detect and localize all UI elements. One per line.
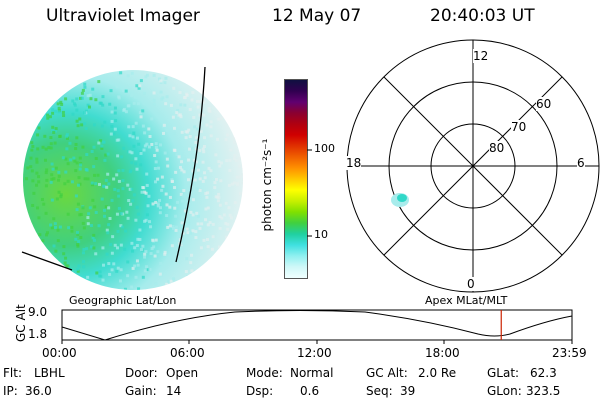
ytick-1-8: 1.8 (28, 327, 48, 341)
time-label: 20:40:03 UT (430, 6, 535, 26)
mlt-label-12: 12 (473, 49, 489, 63)
door-value: Open (166, 366, 199, 380)
glon-value: 323.5 (526, 384, 561, 398)
geo-title: Geographic Lat/Lon (69, 294, 177, 307)
mode-label: Mode: (246, 366, 283, 380)
date-label: 12 May 07 (272, 6, 362, 26)
gcalt-value: 2.0 Re (418, 366, 457, 380)
alt-ylabel: GC Alt (14, 304, 28, 342)
dsp-label: Dsp: (246, 384, 274, 398)
glon-label: GLon: (487, 384, 522, 398)
altitude-curve (61, 310, 573, 341)
mode-value: Normal (290, 366, 334, 380)
terminator-line (175, 66, 206, 263)
colorbar-unit-label: photon cm⁻²s⁻¹ (260, 138, 274, 232)
limb-line (21, 251, 73, 271)
seq-label: Seq: (366, 384, 393, 398)
flt-label: Flt: (3, 366, 22, 380)
ip-value: 36.0 (25, 384, 52, 398)
mlt-label-0: 0 (467, 277, 475, 291)
instrument-title: Ultraviolet Imager (46, 6, 200, 26)
gcalt-label: GC Alt: (366, 366, 408, 380)
xtick-1800: 18:00 (425, 346, 460, 360)
flt-value: LBHL (34, 366, 65, 380)
colorbar-tick-100: 100 (314, 142, 335, 155)
gain-label: Gain: (125, 384, 157, 398)
lat-label-80: 80 (489, 141, 505, 155)
xtick-1200: 12:00 (297, 346, 332, 360)
xtick-0000: 00:00 (42, 346, 77, 360)
dsp-value: 0.6 (300, 384, 320, 398)
colorbar (284, 79, 308, 279)
glat-label: GLat: (487, 366, 520, 380)
ytick-9: 9.0 (28, 305, 48, 319)
mlt-label-6: 6 (577, 156, 585, 170)
xtick-0600: 06:00 (170, 346, 205, 360)
door-label: Door: (125, 366, 158, 380)
lat-label-70: 70 (511, 120, 527, 134)
apex-title: Apex MLat/MLT (425, 294, 508, 307)
mlt-label-18: 18 (346, 156, 362, 170)
glat-value: 62.3 (530, 366, 557, 380)
xtick-2359: 23:59 (552, 346, 587, 360)
ip-label: IP: (3, 384, 18, 398)
lat-label-60: 60 (536, 97, 552, 111)
gain-value: 14 (166, 384, 182, 398)
seq-value: 39 (400, 384, 416, 398)
aurora-spot (391, 193, 409, 207)
colorbar-tick-10: 10 (314, 228, 328, 241)
